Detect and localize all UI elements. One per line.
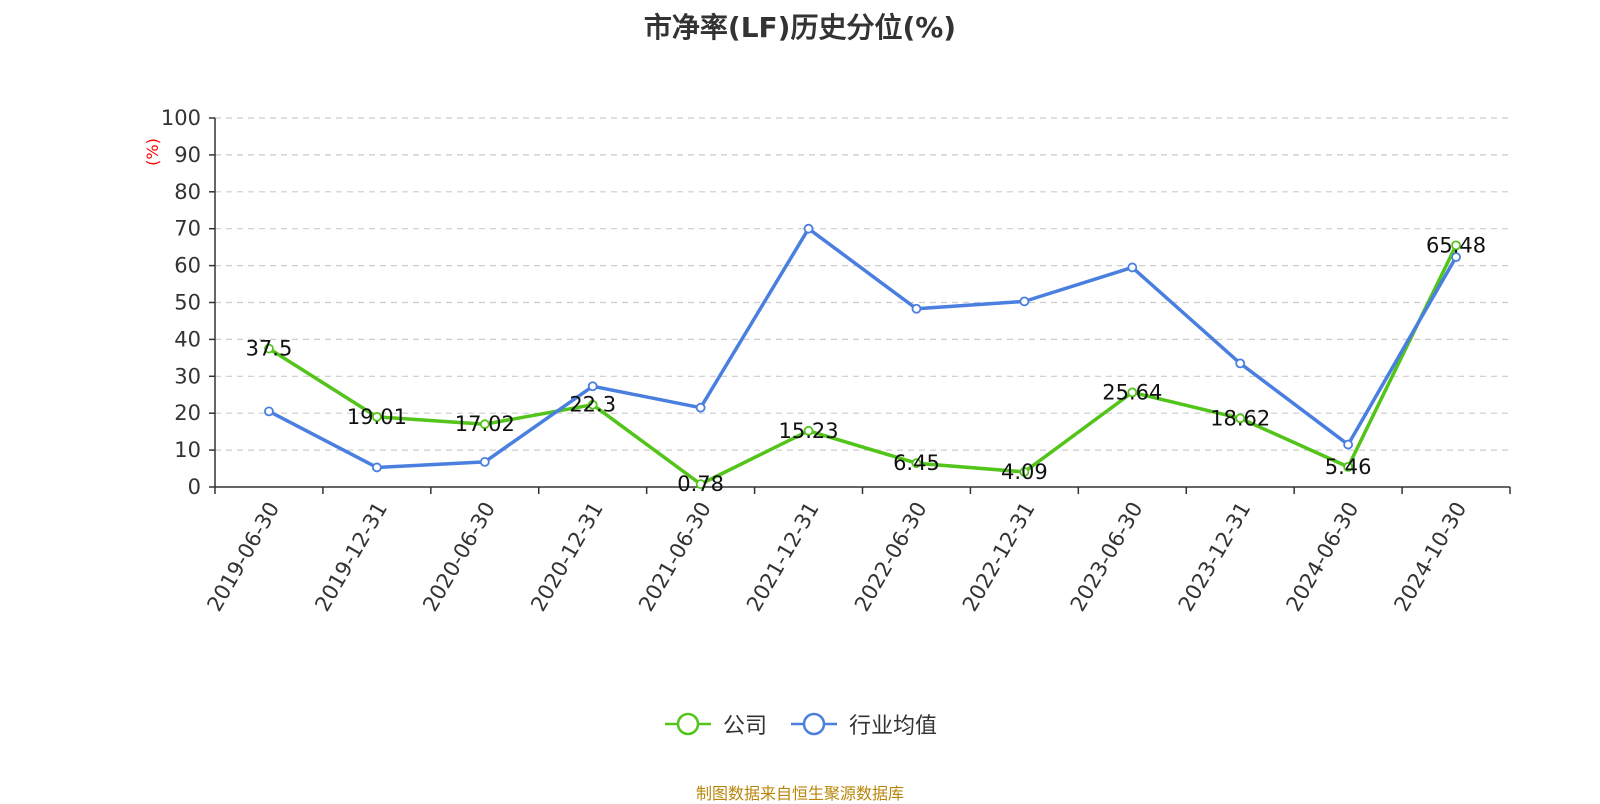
y-tick-label: 0	[188, 475, 201, 499]
data-label: 22.3	[569, 393, 616, 417]
x-tick-label: 2023-06-30	[1066, 498, 1148, 616]
data-point	[587, 399, 598, 410]
data-point	[1451, 240, 1461, 251]
legend-item-industry-average[interactable]: 行业均值	[789, 708, 937, 740]
legend: 公司 行业均值	[0, 708, 1600, 740]
x-tick-label: 2020-12-31	[526, 498, 608, 616]
source-note: 制图数据来自恒生聚源数据库	[695, 784, 904, 803]
data-point	[1343, 461, 1354, 472]
y-tick-label: 20	[174, 401, 201, 425]
data-point	[587, 381, 598, 392]
data-label: 18.62	[1210, 406, 1270, 430]
data-label: 19.01	[347, 405, 407, 429]
series-line	[268, 226, 1458, 470]
legend-label: 公司	[722, 714, 767, 739]
y-tick-label: 30	[174, 364, 201, 388]
data-point	[911, 458, 922, 469]
axes: 0 10 20 30 40 50 60 70 80 90 100 2019-06-30 2019-12-…	[161, 106, 1511, 616]
data-point	[371, 411, 382, 422]
data-label: 37.5	[246, 337, 293, 361]
data-point	[803, 223, 814, 234]
series-company	[264, 240, 1461, 490]
y-tick-label: 40	[174, 327, 201, 351]
data-point	[371, 462, 382, 473]
data-point	[1343, 439, 1354, 450]
data-point	[911, 303, 922, 314]
x-tick-label: 2019-12-31	[310, 498, 392, 616]
legend-label: 行业均值	[849, 714, 938, 739]
data-label: 4.09	[1001, 460, 1048, 484]
data-label: 5.46	[1325, 455, 1372, 479]
x-tick-label: 2019-06-30	[202, 498, 284, 616]
data-point	[1235, 413, 1246, 424]
legend-item-company[interactable]: 公司	[663, 708, 767, 740]
y-tick-label: 90	[174, 143, 201, 167]
data-point	[1451, 252, 1461, 263]
data-point	[1127, 387, 1138, 398]
data-label: 0.78	[677, 472, 724, 496]
x-tick-label: 2023-12-31	[1174, 498, 1256, 616]
series-line	[268, 244, 1458, 486]
legend-line-circle-icon	[791, 712, 837, 736]
data-point	[803, 425, 814, 436]
x-tick-label: 2024-10-30	[1389, 498, 1471, 616]
grid-lines	[215, 117, 1510, 451]
y-tick-label: 50	[174, 291, 201, 315]
data-labels: 37.5 19.01 17.02 22.3 0.78 15.23 6.45 4.09 25.64…	[246, 233, 1487, 496]
series-industry-average	[264, 223, 1461, 473]
x-tick-label: 2020-06-30	[418, 498, 500, 616]
x-tick-label: 2024-06-30	[1282, 498, 1364, 616]
data-point	[264, 343, 274, 354]
y-tick-label: 10	[174, 438, 201, 462]
x-tick-label: 2021-06-30	[634, 498, 716, 616]
y-tick-label: 70	[174, 217, 201, 241]
y-tick-label: 60	[174, 254, 201, 278]
data-point	[479, 457, 490, 467]
data-label: 17.02	[455, 412, 515, 436]
x-tick-label: 2022-12-31	[958, 498, 1040, 616]
x-tick-label: 2022-06-30	[850, 498, 932, 616]
data-point	[1019, 467, 1030, 477]
data-label: 15.23	[778, 419, 838, 443]
chart-title: 市净率(LF)历史分位(%)	[643, 11, 957, 44]
data-label: 65.48	[1426, 233, 1486, 257]
y-tick-label: 80	[174, 180, 201, 204]
data-point	[264, 406, 274, 417]
y-axis-label: (%)	[143, 138, 162, 166]
data-point	[695, 402, 706, 413]
data-point	[1127, 262, 1138, 273]
y-tick-label: 100	[161, 106, 201, 130]
data-point	[695, 479, 706, 490]
data-label: 25.64	[1102, 380, 1162, 404]
data-label: 6.45	[893, 451, 940, 475]
data-point	[479, 419, 490, 430]
legend-line-circle-icon	[664, 712, 711, 736]
x-tick-label: 2021-12-31	[742, 498, 824, 616]
data-point	[1019, 296, 1030, 307]
data-point	[1235, 358, 1246, 369]
series	[264, 223, 1461, 490]
